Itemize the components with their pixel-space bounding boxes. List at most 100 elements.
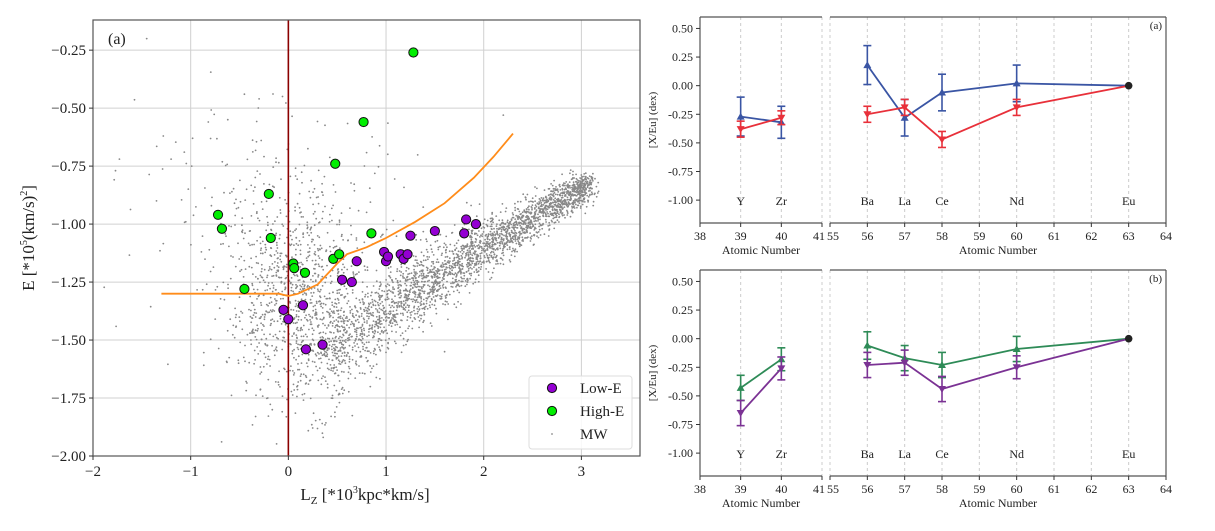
mw-point [444, 270, 446, 273]
mw-point [308, 328, 310, 331]
mw-point [338, 349, 341, 352]
mw-point [530, 200, 532, 203]
mw-point [568, 193, 571, 195]
mw-point [510, 237, 512, 240]
mw-point [561, 173, 563, 176]
mw-point [294, 299, 297, 302]
high-e-point [358, 116, 369, 128]
mw-point [290, 286, 293, 289]
mw-point [385, 279, 387, 281]
mw-point [302, 339, 304, 342]
mw-point [242, 356, 245, 359]
mw-point [496, 259, 498, 261]
x-tick-label: 55 [827, 482, 839, 496]
mw-point [331, 325, 334, 327]
mw-point [420, 303, 423, 306]
mw-point [554, 201, 557, 204]
mw-point [465, 263, 468, 266]
mw-point [375, 280, 378, 283]
mw-point [587, 199, 589, 202]
mw-point [369, 312, 372, 315]
mw-point [276, 269, 279, 272]
mw-point [345, 315, 348, 318]
mw-point [410, 298, 413, 301]
mw-point [299, 284, 301, 287]
mw-point [376, 309, 379, 311]
mw-point [413, 317, 416, 319]
mw-point [405, 343, 407, 346]
mw-point [475, 262, 478, 265]
mw-point [538, 198, 541, 200]
mw-point [479, 245, 481, 248]
mw-point [333, 320, 336, 322]
mw-point [282, 336, 285, 339]
mw-point [350, 265, 353, 267]
mw-point [592, 204, 595, 207]
low-e-point [470, 218, 481, 230]
mw-point [404, 278, 407, 281]
mw-point [397, 290, 400, 293]
mw-point [545, 209, 547, 211]
mw-point [402, 314, 405, 316]
mw-point [488, 256, 490, 259]
mw-point [333, 312, 336, 314]
mw-point [406, 340, 409, 343]
mw-point [566, 214, 569, 216]
mw-point [450, 232, 453, 234]
mw-point [560, 211, 562, 214]
mw-point [267, 269, 270, 272]
mw-point [561, 194, 564, 197]
mw-point [428, 256, 431, 258]
mw-point [489, 233, 492, 236]
mw-point [400, 266, 403, 268]
mw-point [456, 261, 459, 264]
mw-point [317, 202, 320, 205]
mw-point [499, 257, 502, 260]
y-tick-label: −1.50 [51, 333, 86, 349]
mw-point [572, 194, 574, 197]
mw-point [535, 231, 538, 234]
mw-point [317, 249, 320, 252]
mw-point [446, 246, 448, 249]
mw-point [383, 290, 386, 293]
star-points [212, 47, 481, 355]
mw-point [335, 366, 338, 368]
mw-point [482, 226, 485, 228]
mw-point [439, 281, 441, 283]
mw-point [335, 406, 338, 408]
mw-point [515, 234, 517, 237]
mw-point [506, 219, 509, 222]
mw-point [407, 338, 409, 341]
mw-point [326, 386, 329, 389]
mw-point [249, 295, 252, 298]
mw-point [484, 256, 486, 259]
mw-point [240, 255, 243, 258]
mw-point [509, 222, 511, 225]
x-tick-label: 58 [936, 482, 948, 496]
mw-point [309, 302, 312, 304]
mw-point [292, 273, 295, 276]
mw-point [397, 281, 399, 284]
mw-point [462, 272, 465, 274]
mw-point [465, 271, 468, 273]
mw-point [386, 292, 389, 295]
low-e-point [405, 230, 416, 241]
mw-point [372, 311, 374, 314]
mw-point [331, 219, 333, 222]
mw-point [298, 223, 301, 226]
mw-point [318, 367, 321, 369]
mw-point [344, 331, 347, 334]
mw-point [473, 271, 476, 273]
mw-point [493, 231, 496, 233]
mw-point [315, 365, 317, 368]
mw-point [512, 226, 515, 229]
mw-point [449, 243, 452, 246]
mw-point [468, 259, 471, 262]
mw-point [569, 215, 572, 218]
mw-point [354, 345, 356, 347]
mw-point [547, 235, 550, 237]
mw-point [207, 121, 210, 123]
mw-point [559, 189, 562, 191]
mw-point [331, 337, 334, 340]
